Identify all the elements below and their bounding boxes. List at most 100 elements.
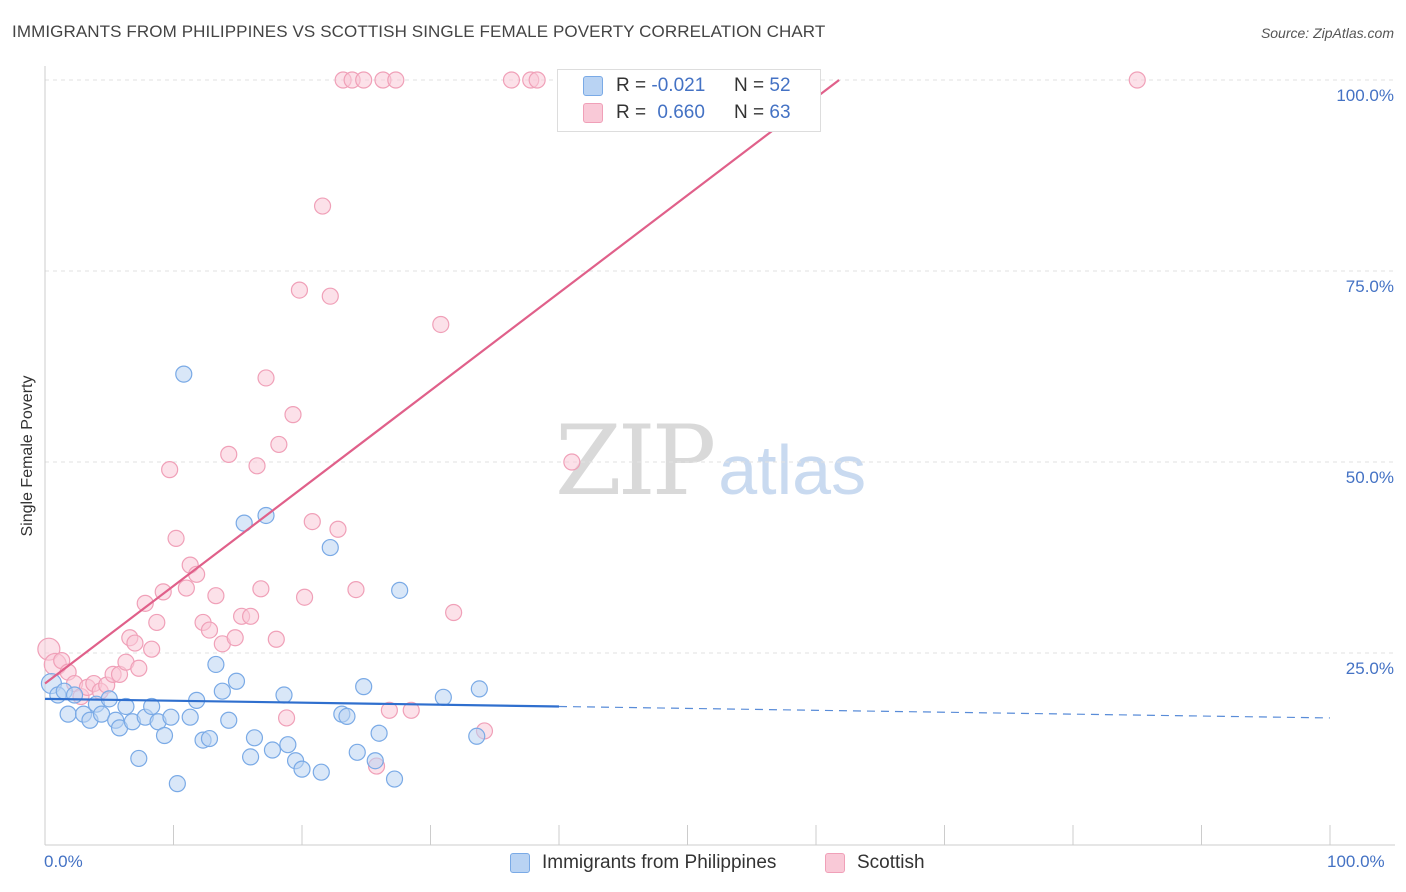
scottish-point [252,580,270,598]
scottish-point [220,445,238,463]
philippines-point [59,705,77,723]
philippines-point [348,743,366,761]
philippines-point [181,708,199,726]
philippines-point [355,678,373,696]
x-tick-label-min: 0.0% [44,852,83,871]
scottish-point [126,634,144,652]
y-tick-label-25: 25.0% [1345,659,1394,678]
scottish-point [387,71,405,89]
legend-r-label: R = [616,75,647,96]
scottish-point [257,369,275,387]
philippines-point [130,749,148,768]
philippines-point [338,707,356,726]
philippines-point [470,680,488,698]
scottish-point [130,659,148,677]
bottom-legend-scottish[interactable]: Scottish [825,852,925,874]
philippines-point [65,686,84,704]
philippines-point [175,365,193,383]
legend-r-label: R = [616,102,647,123]
philippines-point [220,711,238,729]
scottish-point [329,520,347,538]
philippines-trend-line [44,697,560,708]
legend-r-value-scottish: 0.660 [657,102,705,123]
scottish-point [313,197,332,215]
scottish-point [267,630,285,648]
philippines-point [385,770,404,788]
scottish-point [177,579,195,597]
chart-title: IMMIGRANTS FROM PHILIPPINES VS SCOTTISH … [12,22,826,41]
scottish-point [563,453,581,471]
scottish-point [528,71,546,89]
bottom-legend-swatch-philippines [510,853,530,873]
philippines-point [391,581,409,599]
philippines-point [279,736,297,754]
philippines-point [242,748,260,766]
philippines-point [200,729,219,748]
bottom-legend: Immigrants from Philippines Scottish [0,852,1406,878]
legend-swatch-philippines [583,76,603,96]
philippines-trend-extension [558,705,1331,719]
philippines-point [366,752,384,770]
legend-n-value-philippines: 52 [769,75,791,96]
scottish-point [242,607,260,625]
scottish-point [290,281,309,299]
scottish-point [143,640,161,658]
scottish-point [295,588,314,606]
scottish-point [355,71,373,89]
source-label: Source: ZipAtlas.com [1260,25,1394,41]
philippines-point [227,672,246,690]
scottish-point [284,406,302,424]
philippines-point [245,729,264,747]
philippines-point [143,697,161,716]
scottish-trend-line [44,79,840,685]
scottish-point [226,629,244,647]
philippines-point [207,655,225,674]
scottish-point [167,529,185,548]
scottish-point [303,512,321,531]
philippines-point [275,686,293,704]
philippines-point [213,682,231,700]
bottom-legend-label-philippines: Immigrants from Philippines [542,852,777,873]
scottish-point [347,580,365,599]
philippines-point [370,724,388,742]
bottom-legend-label-scottish: Scottish [857,852,925,873]
philippines-point [321,538,339,557]
legend-n-label: N = [734,75,765,96]
legend-swatch-scottish [583,103,603,123]
philippines-point [155,726,174,745]
philippines-point [293,760,311,778]
scottish-point [502,71,521,89]
y-tick-label-100: 100.0% [1336,86,1394,105]
philippines-point [434,688,452,706]
scottish-point [270,435,288,454]
philippines-point [117,697,135,716]
legend-r-value-philippines: -0.021 [651,75,706,96]
legend-n-value-scottish: 63 [769,102,791,123]
legend-n-label: N = [734,102,765,123]
scottish-point [277,709,296,727]
y-tick-label-75: 75.0% [1345,277,1394,296]
y-axis-label: Single Female Poverty [19,375,36,537]
philippines-point [312,763,330,781]
scottish-point [380,701,398,719]
scottish-point [1128,71,1146,89]
scottish-point [207,587,225,605]
bottom-legend-philippines[interactable]: Immigrants from Philippines [510,852,776,874]
scottish-point [445,603,463,622]
correlation-legend: R = -0.021 N = 52 R = 0.660 N = 63 [557,69,821,132]
philippines-point [263,741,282,759]
philippines-point [92,705,111,723]
scottish-point [248,457,266,475]
bottom-legend-swatch-scottish [825,853,845,873]
x-tick-label-max: 100.0% [1327,852,1385,871]
scottish-point [136,594,154,612]
y-tick-label-50: 50.0% [1345,468,1394,487]
philippines-point [468,727,486,745]
scottish-point [321,287,339,305]
philippines-point [168,775,186,793]
scottish-point [402,701,420,719]
scottish-point [432,315,450,334]
scottish-point [161,461,179,479]
philippines-point [162,708,180,726]
